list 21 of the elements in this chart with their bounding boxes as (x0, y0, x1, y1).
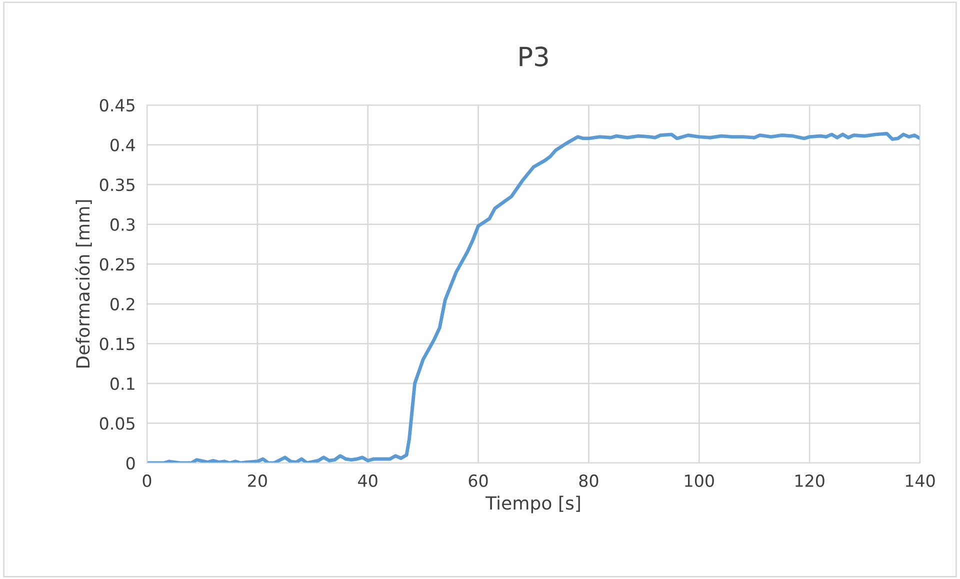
y-tick-label: 0.35 (100, 178, 134, 192)
y-tick-label: 0.15 (100, 338, 134, 350)
chart-title: P3 (520, 46, 548, 66)
y-tick-label: 0.1 (110, 377, 134, 390)
x-tick-label: 80 (579, 474, 598, 488)
x-tick-label: 140 (906, 474, 935, 488)
y-tick-label: 0.05 (100, 417, 134, 430)
y-axis-title: Deformación [mm] (75, 200, 92, 368)
x-tick-label: 120 (795, 474, 824, 488)
y-tick-label: 0.3 (110, 218, 135, 231)
x-tick-label: 40 (358, 474, 378, 488)
y-tick-label: 0.45 (100, 98, 134, 112)
x-tick-label: 0 (142, 474, 152, 488)
y-tick-label: 0.25 (100, 258, 134, 271)
x-tick-label: 100 (685, 474, 714, 488)
x-axis-title: Tiempo [s] (485, 496, 580, 514)
y-tick-label: 0.4 (110, 138, 135, 152)
x-tick-label: 60 (468, 474, 488, 488)
x-tick-label: 20 (248, 474, 267, 488)
y-tick-label: 0 (126, 456, 135, 470)
y-tick-label: 0.2 (110, 298, 134, 310)
